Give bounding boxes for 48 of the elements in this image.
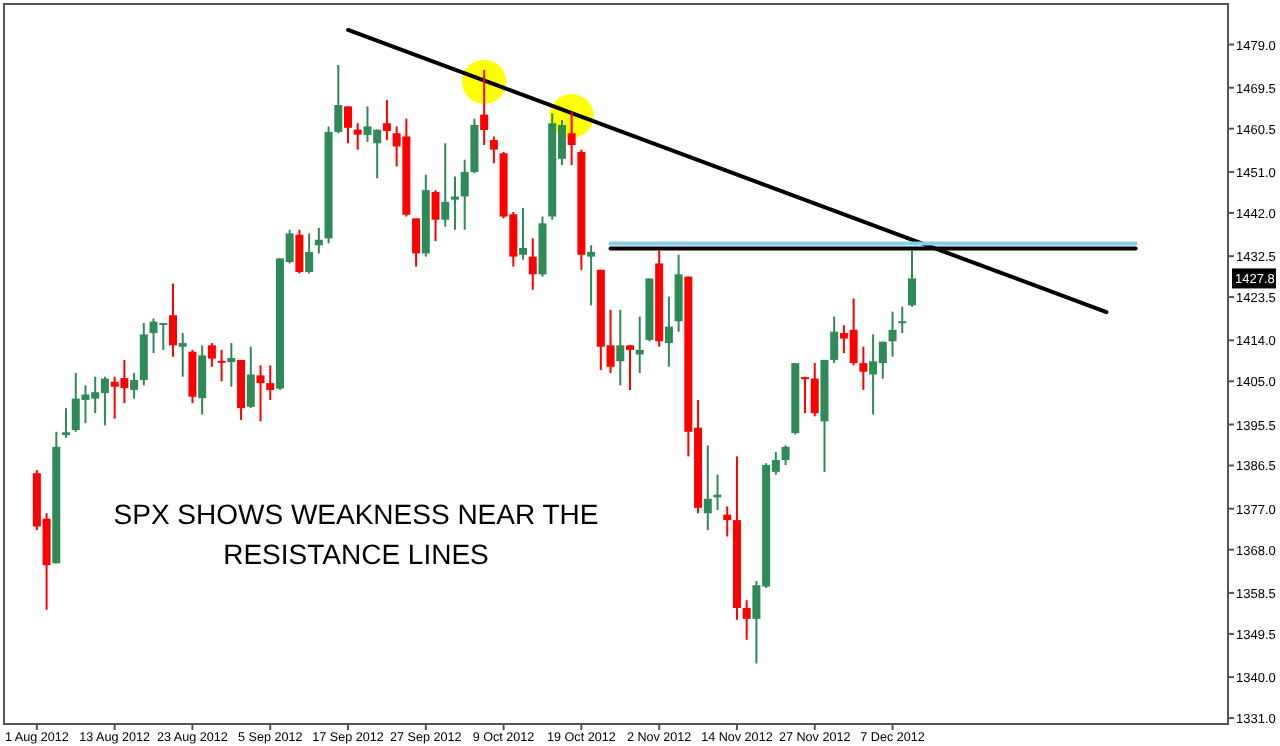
candlestick bbox=[266, 364, 275, 401]
candlestick bbox=[480, 68, 489, 147]
candlestick bbox=[742, 599, 751, 641]
candlestick bbox=[246, 345, 255, 410]
candlestick bbox=[528, 237, 537, 291]
candlestick bbox=[888, 310, 897, 358]
candlestick bbox=[314, 226, 323, 255]
candlestick bbox=[139, 322, 148, 387]
candlestick bbox=[567, 110, 576, 167]
candlestick bbox=[470, 117, 479, 175]
candlestick bbox=[412, 217, 421, 268]
candlestick bbox=[431, 189, 440, 243]
candlestick bbox=[334, 63, 343, 135]
candlestick bbox=[305, 232, 314, 275]
candlestick bbox=[344, 105, 353, 145]
candlestick bbox=[207, 342, 216, 368]
candlestick bbox=[178, 332, 187, 378]
candlestick bbox=[626, 344, 634, 391]
candlestick bbox=[781, 444, 790, 467]
candlestick bbox=[217, 348, 226, 383]
candlestick bbox=[907, 248, 916, 308]
candlestick bbox=[830, 315, 839, 365]
candlestick bbox=[810, 362, 819, 418]
candlestick bbox=[450, 175, 459, 231]
candlestick bbox=[674, 253, 683, 333]
candlestick bbox=[130, 372, 139, 400]
candlestick bbox=[198, 344, 207, 416]
candlestick bbox=[898, 305, 907, 335]
annotation: SPX SHOWS WEAKNESS NEAR THE RESISTANCE LINES bbox=[113, 498, 599, 570]
candlestick bbox=[295, 228, 304, 275]
candlestick bbox=[168, 282, 177, 358]
candlestick bbox=[62, 407, 71, 439]
candlestick bbox=[519, 206, 528, 261]
candlestick bbox=[703, 444, 712, 532]
candlestick bbox=[227, 342, 236, 388]
candlestick bbox=[489, 135, 498, 165]
candlestick bbox=[353, 122, 362, 151]
candlestick bbox=[382, 99, 391, 142]
candlestick bbox=[441, 142, 450, 228]
candlestick bbox=[859, 345, 868, 391]
candlestick bbox=[616, 308, 625, 387]
candlestick bbox=[723, 505, 732, 538]
candlestick bbox=[256, 364, 265, 423]
candlestick bbox=[801, 375, 810, 415]
candlestick bbox=[188, 348, 197, 405]
candlestick bbox=[460, 158, 469, 231]
candlestick bbox=[587, 244, 596, 307]
candlestick bbox=[664, 295, 673, 368]
